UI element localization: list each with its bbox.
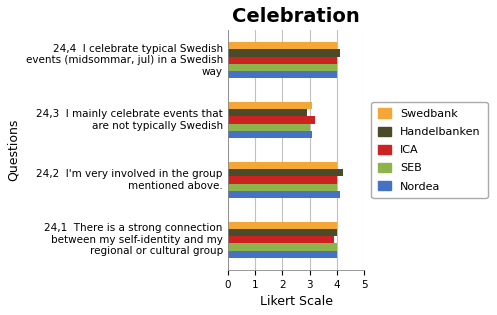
Bar xyxy=(228,243,337,251)
Bar xyxy=(228,162,337,169)
Bar xyxy=(228,229,337,236)
Bar xyxy=(228,131,313,138)
Bar xyxy=(228,184,337,191)
Bar xyxy=(228,176,337,184)
Bar xyxy=(228,42,337,49)
Bar xyxy=(228,49,340,57)
Bar xyxy=(228,222,337,229)
Title: Celebration: Celebration xyxy=(232,7,360,26)
Bar xyxy=(228,64,337,71)
Bar xyxy=(228,251,337,258)
Bar xyxy=(228,169,342,176)
X-axis label: Likert Scale: Likert Scale xyxy=(259,295,332,308)
Legend: Swedbank, Handelbanken, ICA, SEB, Nordea: Swedbank, Handelbanken, ICA, SEB, Nordea xyxy=(371,102,488,198)
Bar xyxy=(228,71,337,78)
Y-axis label: Questions: Questions xyxy=(7,119,20,181)
Bar xyxy=(228,117,315,124)
Bar xyxy=(228,236,334,243)
Bar xyxy=(228,124,310,131)
Bar xyxy=(228,191,340,198)
Bar xyxy=(228,57,337,64)
Bar xyxy=(228,109,307,117)
Bar xyxy=(228,102,313,109)
